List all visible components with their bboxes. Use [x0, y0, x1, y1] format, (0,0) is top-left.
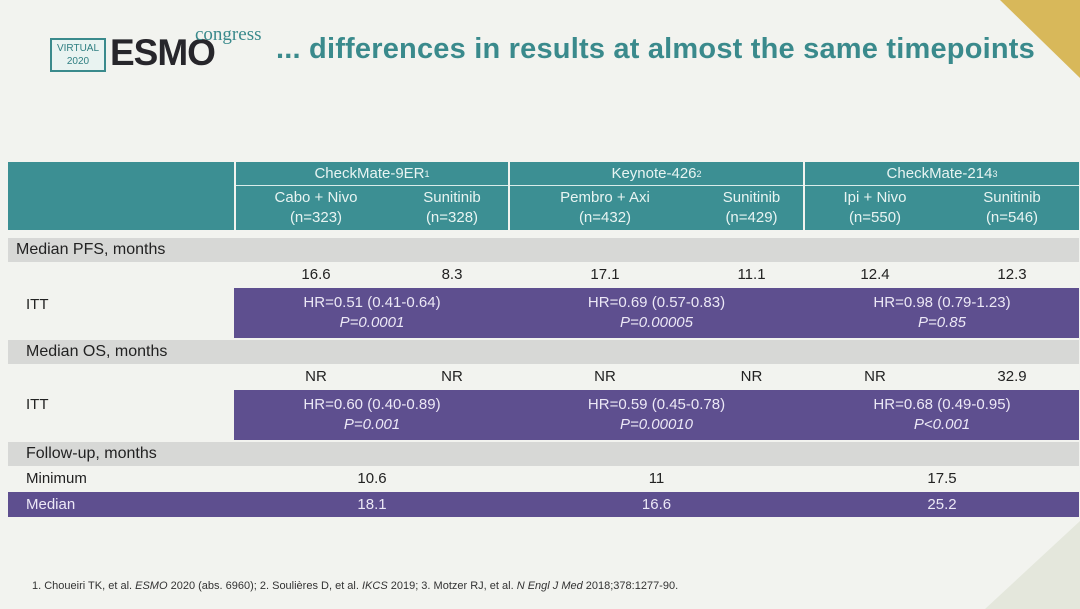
hr-cell: HR=0.69 (0.57-0.83) P=0.00005: [510, 288, 803, 338]
pfs-hr-row: ITT HR=0.51 (0.41-0.64) P=0.0001 HR=0.69…: [8, 288, 1079, 338]
arm-n: (n=328): [425, 209, 479, 226]
table-header: CheckMate-9ER 1 Keynote-426 2 CheckMate-21…: [8, 162, 1079, 230]
value-cell: 17.5: [927, 470, 957, 487]
p-value: P=0.00005: [620, 314, 693, 331]
value-cell: 11: [648, 470, 665, 487]
value-cell: 11.1: [737, 266, 766, 283]
os-hr-row: ITT HR=0.60 (0.40-0.89) P=0.001 HR=0.59 …: [8, 390, 1079, 440]
hr-text: HR=0.51 (0.41-0.64): [303, 294, 441, 311]
logo-virtual-text: VIRTUAL: [56, 43, 100, 54]
hr-text: HR=0.69 (0.57-0.83): [587, 294, 726, 311]
trial-name: Keynote-426: [611, 164, 697, 182]
arm-n: (n=432): [578, 209, 632, 226]
row-label: ITT: [26, 296, 49, 313]
hr-text: HR=0.68 (0.49-0.95): [873, 396, 1011, 413]
arm-header: Sunitinib (n=328): [396, 186, 508, 230]
logo-year-text: 2020: [66, 56, 90, 67]
trial-name: CheckMate-214: [886, 164, 993, 182]
footnote-journal: ESMO: [135, 580, 168, 592]
row-label: ITT: [26, 396, 49, 413]
p-value: P=0.0001: [339, 314, 405, 331]
p-value: P<0.001: [913, 416, 971, 433]
section-label: Median OS, months: [26, 343, 168, 360]
value-cell: 25.2: [927, 495, 957, 513]
os-values-row: NR NR NR NR NR 32.9: [8, 364, 1079, 390]
p-value: P=0.00010: [620, 416, 693, 433]
arm-name: Sunitinib: [722, 189, 781, 206]
value-cell: NR: [864, 368, 886, 385]
hr-text: HR=0.98 (0.79-1.23): [873, 294, 1011, 311]
value-cell: 12.3: [997, 266, 1027, 283]
footnote-part: 1. Choueiri TK, et al.: [32, 580, 136, 592]
arm-name: Sunitinib: [983, 189, 1041, 206]
p-value: P=0.001: [343, 416, 401, 433]
section-followup: Follow-up, months: [8, 442, 1079, 466]
arm-header: Ipi + Nivo (n=550): [805, 186, 945, 230]
arm-name: Ipi + Nivo: [843, 189, 907, 206]
footnote-journal: N Engl J Med: [516, 580, 583, 592]
arm-header: Sunitinib (n=546): [945, 186, 1079, 230]
value-cell: 32.9: [997, 368, 1027, 385]
value-cell: 18.1: [357, 495, 387, 513]
trial-name: CheckMate-9ER: [314, 164, 425, 182]
p-value: P=0.85: [918, 314, 966, 331]
hr-cell: HR=0.68 (0.49-0.95) P<0.001: [805, 390, 1079, 440]
arm-name: Sunitinib: [423, 189, 481, 206]
followup-median-row: Median 18.1 16.6 25.2: [8, 492, 1079, 517]
hr-text: HR=0.59 (0.45-0.78): [587, 396, 726, 413]
pfs-values-row: 16.6 8.3 17.1 11.1 12.4 12.3: [8, 262, 1079, 288]
trial-ref: 1: [424, 168, 430, 179]
footnote-journal: IKCS: [361, 580, 388, 592]
footnote-part: 2020 (abs. 6960); 2. Soulières D, et al.: [167, 580, 362, 592]
header-corner: [8, 162, 234, 230]
value-cell: NR: [740, 368, 763, 385]
value-cell: NR: [441, 368, 463, 385]
section-label: Median PFS, months: [16, 241, 166, 258]
arm-n: (n=550): [848, 209, 902, 226]
footnote-part: 2018;378:1277-90.: [582, 580, 679, 592]
hr-cell: HR=0.51 (0.41-0.64) P=0.0001: [236, 288, 508, 338]
arm-name: Pembro + Axi: [560, 189, 650, 206]
trial-ref: 3: [992, 168, 998, 179]
section-label: Follow-up, months: [26, 445, 157, 462]
arm-n: (n=546): [985, 209, 1039, 226]
arm-header: Cabo + Nivo (n=323): [236, 186, 396, 230]
value-cell: 10.6: [357, 470, 387, 487]
row-label: Minimum: [26, 470, 87, 487]
value-cell: NR: [594, 368, 616, 385]
hr-text: HR=0.60 (0.40-0.89): [303, 396, 441, 413]
value-cell: 12.4: [860, 266, 890, 283]
row-label: Median: [26, 496, 76, 513]
trial-header-checkmate214: CheckMate-214 3: [805, 162, 1079, 186]
arm-n: (n=323): [289, 209, 343, 226]
hr-cell: HR=0.60 (0.40-0.89) P=0.001: [236, 390, 508, 440]
value-cell: 8.3: [441, 266, 463, 283]
value-cell: 16.6: [301, 266, 331, 283]
results-table: CheckMate-9ER 1 Keynote-426 2 CheckMate-21…: [8, 162, 1079, 517]
value-cell: 16.6: [641, 495, 672, 513]
references-footnote: 1. Choueiri TK, et al. ESMO 2020 (abs. 6…: [32, 580, 678, 592]
corner-decoration-bottom: [985, 521, 1080, 609]
arm-name: Cabo + Nivo: [274, 189, 358, 206]
arm-header: Pembro + Axi (n=432): [510, 186, 700, 230]
trial-header-keynote426: Keynote-426 2: [510, 162, 803, 186]
footnote-part: 2019; 3. Motzer RJ, et al.: [387, 580, 517, 592]
value-cell: 17.1: [590, 266, 620, 283]
logo-congress: congress: [195, 24, 262, 45]
logo-brand: ESMO: [110, 32, 216, 73]
arm-n: (n=429): [725, 209, 778, 226]
trial-header-checkmate9er: CheckMate-9ER 1: [236, 162, 508, 186]
virtual-badge: VIRTUAL 2020: [50, 38, 106, 72]
section-pfs: Median PFS, months: [8, 238, 1079, 262]
arm-header: Sunitinib (n=429): [700, 186, 803, 230]
value-cell: NR: [305, 368, 327, 385]
trial-ref: 2: [696, 168, 702, 179]
slide-title: ... differences in results at almost the…: [276, 33, 1035, 65]
section-os: Median OS, months: [8, 340, 1079, 364]
hr-cell: HR=0.59 (0.45-0.78) P=0.00010: [510, 390, 803, 440]
hr-cell: HR=0.98 (0.79-1.23) P=0.85: [805, 288, 1079, 338]
corner-decoration-top: [1000, 0, 1080, 78]
followup-minimum-row: Minimum 10.6 11 17.5: [8, 466, 1079, 492]
